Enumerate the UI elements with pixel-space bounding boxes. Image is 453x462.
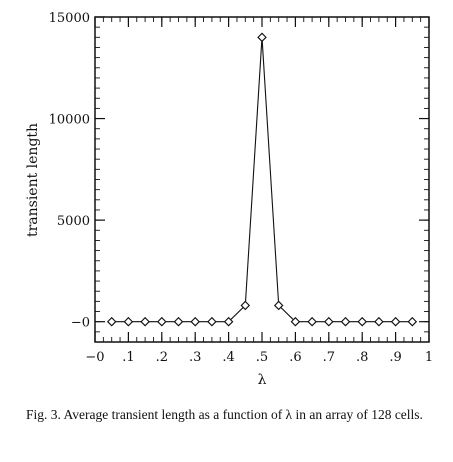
x-tick-label: .2 <box>156 350 168 365</box>
x-tick-label: .8 <box>356 350 368 365</box>
x-tick-label: 1 <box>425 350 433 365</box>
x-tick-labels: −0 .1 .2 .3 .4 .5 .6 .7 .8 .9 1 <box>85 350 433 365</box>
major-ticks <box>95 17 429 342</box>
x-axis-label: λ <box>258 372 267 388</box>
data-point <box>308 318 316 326</box>
y-tick-label: 15000 <box>49 11 90 26</box>
x-tick-label: .4 <box>222 350 234 365</box>
plot-frame <box>95 17 429 342</box>
figure-caption: Fig. 3. Average transient length as a fu… <box>26 406 446 423</box>
x-tick-label: .6 <box>289 350 301 365</box>
y-tick-label: 10000 <box>49 113 90 128</box>
data-point <box>158 318 166 326</box>
x-tick-label: .5 <box>256 350 268 365</box>
data-point <box>175 318 183 326</box>
x-tick-label: .1 <box>122 350 134 365</box>
y-tick-label: −0 <box>71 316 90 331</box>
y-tick-labels: −0 5000 10000 15000 <box>49 11 90 331</box>
y-tick-label: 5000 <box>57 214 90 229</box>
y-axis-label: transient length <box>25 123 41 237</box>
data-point <box>358 318 366 326</box>
minor-ticks <box>95 17 429 342</box>
data-point <box>141 318 149 326</box>
x-tick-label: .3 <box>189 350 201 365</box>
x-tick-label: −0 <box>85 350 104 365</box>
data-point <box>392 318 400 326</box>
data-point <box>108 318 116 326</box>
x-tick-label: .7 <box>323 350 335 365</box>
data-point <box>342 318 350 326</box>
chart: −0 .1 .2 .3 .4 .5 .6 .7 .8 .9 1 −0 5000 10000 15000 λ… <box>0 0 453 400</box>
data-markers <box>108 33 417 325</box>
data-point <box>124 318 132 326</box>
data-point <box>408 318 416 326</box>
data-point <box>325 318 333 326</box>
data-point <box>208 318 216 326</box>
series-line <box>112 37 413 321</box>
data-point <box>191 318 199 326</box>
data-point <box>258 33 266 41</box>
x-tick-label: .9 <box>389 350 401 365</box>
data-point <box>375 318 383 326</box>
